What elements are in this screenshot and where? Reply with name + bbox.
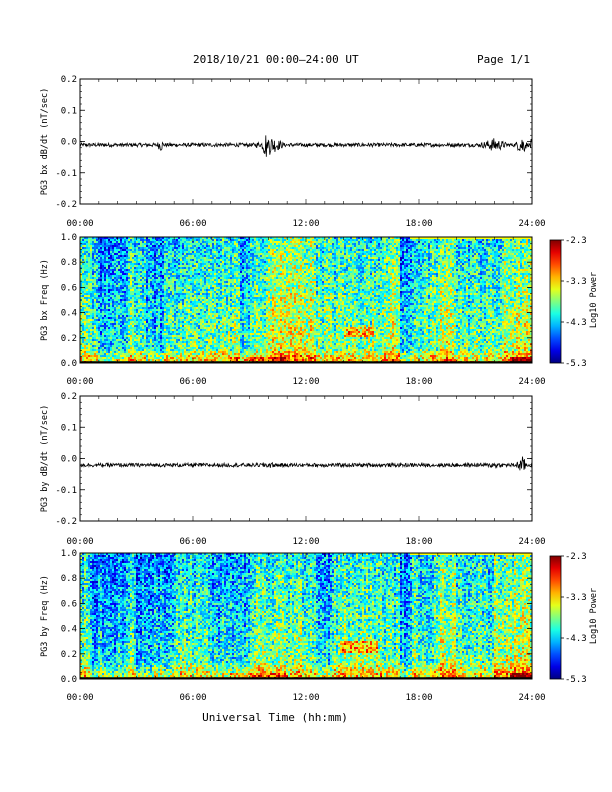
y-tick-label: -0.1 — [55, 486, 77, 496]
x-tick-label: 24:00 — [518, 219, 545, 229]
x-tick-label: 12:00 — [292, 219, 319, 229]
colorbar-tick-label: -4.3 — [565, 318, 587, 328]
colorbar — [549, 239, 562, 364]
plot-frame — [79, 395, 533, 522]
y-tick-label: -0.2 — [55, 517, 77, 527]
plot-frame — [79, 78, 533, 205]
x-tick-label: 06:00 — [179, 377, 206, 387]
y-tick-label: 1.0 — [61, 233, 77, 243]
x-tick-label: 06:00 — [179, 693, 206, 703]
y-axis-label: PG3 bx Freq (Hz) — [40, 259, 50, 341]
y-tick-label: 0.6 — [61, 599, 77, 609]
x-tick-label: 12:00 — [292, 377, 319, 387]
x-tick-label: 24:00 — [518, 537, 545, 547]
x-tick-label: 24:00 — [518, 377, 545, 387]
x-tick-label: 18:00 — [405, 537, 432, 547]
colorbar-tick-label: -2.3 — [565, 552, 587, 562]
colorbar-tick-label: -3.3 — [565, 277, 587, 287]
colorbar-tick-label: -3.3 — [565, 593, 587, 603]
y-tick-label: 0.0 — [61, 455, 77, 465]
y-tick-label: 0.0 — [61, 359, 77, 369]
y-tick-label: 0.0 — [61, 675, 77, 685]
y-axis-label: PG3 bx dB/dt (nT/sec) — [40, 88, 50, 195]
colorbar — [549, 555, 562, 680]
series-line — [79, 456, 533, 471]
y-tick-label: 0.4 — [61, 625, 77, 635]
y-tick-label: 0.2 — [61, 392, 77, 402]
y-tick-label: 0.8 — [61, 258, 77, 268]
y-tick-label: 0.8 — [61, 574, 77, 584]
colorbar-tick-label: -4.3 — [565, 634, 587, 644]
x-tick-label: 00:00 — [66, 693, 93, 703]
y-tick-label: 0.2 — [61, 75, 77, 85]
spectrogram-image — [80, 553, 532, 679]
y-tick-label: 0.2 — [61, 650, 77, 660]
y-axis-label: PG3 by dB/dt (nT/sec) — [40, 405, 50, 512]
y-tick-label: 0.2 — [61, 334, 77, 344]
y-tick-label: -0.1 — [55, 169, 77, 179]
x-tick-label: 00:00 — [66, 377, 93, 387]
x-tick-label: 06:00 — [179, 537, 206, 547]
x-tick-label: 06:00 — [179, 219, 206, 229]
colorbar-tick-label: -5.3 — [565, 359, 587, 369]
x-tick-label: 12:00 — [292, 537, 319, 547]
x-tick-label: 12:00 — [292, 693, 319, 703]
y-tick-label: 1.0 — [61, 549, 77, 559]
y-tick-label: 0.4 — [61, 309, 77, 319]
y-tick-label: 0.1 — [61, 106, 77, 116]
colorbar-tick-label: -5.3 — [565, 675, 587, 685]
colorbar-label: Log10 Power — [589, 272, 599, 328]
y-tick-label: -0.2 — [55, 200, 77, 210]
y-tick-label: 0.6 — [61, 283, 77, 293]
x-tick-label: 24:00 — [518, 693, 545, 703]
x-axis-title: Universal Time (hh:mm) — [202, 711, 348, 724]
x-tick-label: 18:00 — [405, 693, 432, 703]
x-tick-label: 00:00 — [66, 537, 93, 547]
x-tick-label: 00:00 — [66, 219, 93, 229]
y-tick-label: 0.0 — [61, 138, 77, 148]
series-line — [79, 135, 533, 157]
y-axis-label: PG3 by Freq (Hz) — [40, 575, 50, 657]
spectrogram-image — [80, 237, 532, 363]
y-tick-label: 0.1 — [61, 423, 77, 433]
x-tick-label: 18:00 — [405, 377, 432, 387]
colorbar-label: Log10 Power — [589, 588, 599, 644]
x-tick-label: 18:00 — [405, 219, 432, 229]
page-title: 2018/10/21 00:00–24:00 UT — [193, 53, 359, 66]
page-number: Page 1/1 — [477, 53, 530, 66]
colorbar-tick-label: -2.3 — [565, 236, 587, 246]
